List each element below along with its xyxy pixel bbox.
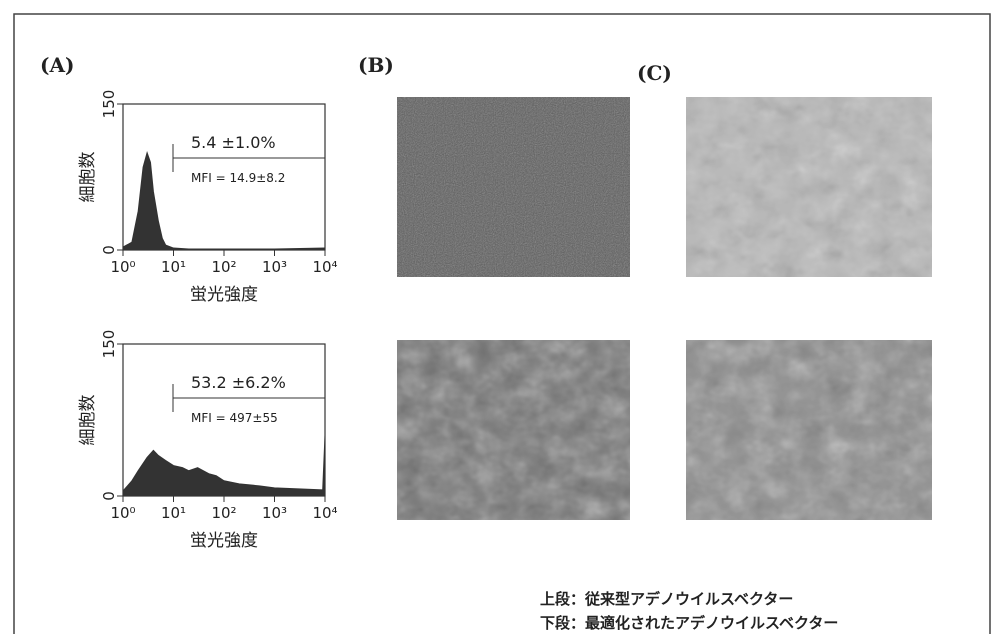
y-axis-label: 細胞数 xyxy=(78,395,98,446)
panel-label: (C) xyxy=(637,61,672,85)
figure: (A) (B) (C) 上段：従来型アデノウイルスベクター 下段：最適化されたア… xyxy=(0,0,1004,634)
x-axis-label: 蛍光強度 xyxy=(190,285,258,305)
gate-percent: 5.4 ±1.0% xyxy=(191,133,276,152)
histogram-area xyxy=(123,153,325,250)
y-tick-label: 150 xyxy=(100,330,118,359)
x-tick-label: 10⁴ xyxy=(312,258,337,276)
micrograph xyxy=(686,97,932,277)
y-tick-label: 150 xyxy=(100,90,118,119)
x-tick-label: 10² xyxy=(211,504,236,522)
micrograph xyxy=(686,340,932,520)
x-tick-label: 10² xyxy=(211,258,236,276)
panel-label: (A) xyxy=(40,53,74,77)
mfi-label: MFI = 497±55 xyxy=(191,411,278,425)
x-tick-label: 10⁴ xyxy=(312,504,337,522)
gate-percent: 53.2 ±6.2% xyxy=(191,373,286,392)
x-tick-label: 10¹ xyxy=(161,258,186,276)
histogram-area xyxy=(123,435,325,496)
x-tick-label: 10⁰ xyxy=(110,258,135,276)
micrograph xyxy=(397,340,630,520)
caption: 上段：従来型アデノウイルスベクター xyxy=(540,590,793,608)
y-tick-label: 0 xyxy=(100,491,118,501)
y-tick-label: 0 xyxy=(100,245,118,255)
x-tick-label: 10³ xyxy=(262,504,287,522)
x-tick-label: 10¹ xyxy=(161,504,186,522)
mfi-label: MFI = 14.9±8.2 xyxy=(191,171,285,185)
caption: 下段：最適化されたアデノウイルスベクター xyxy=(540,614,838,632)
y-axis-label: 細胞数 xyxy=(78,152,98,203)
x-tick-label: 10³ xyxy=(262,258,287,276)
panel-label: (B) xyxy=(358,53,394,77)
x-axis-label: 蛍光強度 xyxy=(190,531,258,551)
x-tick-label: 10⁰ xyxy=(110,504,135,522)
micrograph xyxy=(397,97,630,277)
